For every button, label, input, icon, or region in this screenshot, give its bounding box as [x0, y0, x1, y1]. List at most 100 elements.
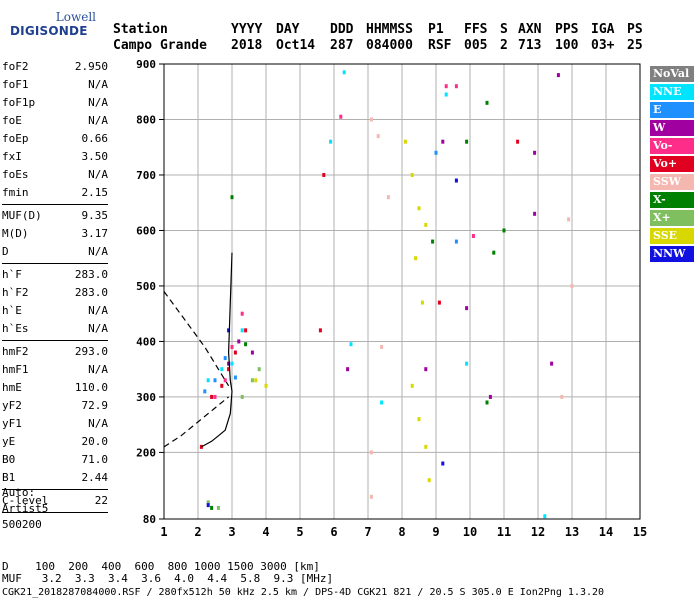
header-label: PS [627, 22, 643, 37]
data-point-sse [427, 478, 431, 483]
param-value: N/A [88, 322, 108, 335]
data-point-nnw [227, 328, 231, 333]
header-value: 03+ [591, 38, 615, 53]
data-point-vo [322, 172, 326, 177]
x-tick-label: 14 [599, 525, 613, 539]
param-row: foEs N/A [2, 168, 108, 186]
data-point-vo [227, 367, 231, 372]
data-point-sse [424, 222, 428, 227]
param-name: h`Es [2, 322, 29, 335]
x-tick-label: 15 [633, 525, 647, 539]
param-name: foE [2, 114, 22, 127]
param-name: foF1 [2, 78, 29, 91]
param-value: N/A [88, 417, 108, 430]
header-label: AXN [518, 22, 542, 37]
param-value: 2.15 [81, 186, 109, 199]
data-point-x [485, 100, 489, 105]
data-point-x [502, 228, 506, 233]
data-point-w [250, 350, 254, 355]
y-tick-label: 900 [136, 58, 156, 71]
param-value: 110.0 [74, 381, 108, 394]
param-row: fmin 2.15 [2, 186, 108, 204]
param-row: hmF2 293.0 [2, 345, 108, 363]
param-separator [2, 263, 108, 264]
data-point-x [492, 250, 496, 255]
legend-item-vo: Vo+ [650, 156, 694, 172]
param-name: B0 [2, 453, 16, 466]
header-value: 25 [627, 38, 643, 53]
header-label: DDD [330, 22, 354, 37]
data-point-x [230, 195, 234, 200]
data-point-ssw [386, 195, 390, 200]
data-point-sse [417, 206, 421, 211]
header-column-station: Station Campo Grande [113, 22, 207, 54]
param-row: B1 2.44 [2, 471, 108, 489]
legend-item-x: X- [650, 192, 694, 208]
param-row: h`E N/A [2, 304, 108, 322]
data-point-vo [213, 394, 217, 399]
param-name: yF1 [2, 417, 22, 430]
header-label: YYYY [231, 22, 263, 37]
param-row: h`F 283.0 [2, 268, 108, 286]
data-point-ssw [369, 117, 373, 122]
data-point-vo [444, 84, 448, 89]
header-value: 2 [500, 38, 508, 53]
data-point-sse [410, 172, 414, 177]
dashed-model-curve [163, 396, 229, 448]
legend-item-noval: NoVal [650, 66, 694, 82]
header-column-pps: PPS 100 [555, 22, 578, 54]
param-row: yE 20.0 [2, 435, 108, 453]
data-point-ssw [570, 283, 574, 288]
param-row: yF2 72.9 [2, 399, 108, 417]
data-point-sse [403, 139, 407, 144]
param-value: 9.35 [81, 209, 109, 222]
data-point-e [434, 150, 438, 155]
data-point-w [533, 150, 537, 155]
param-name: C-level [2, 494, 49, 507]
data-point-sse [254, 378, 258, 383]
param-value: 2.950 [74, 60, 108, 73]
header-label: IGA [591, 22, 615, 37]
param-value: 71.0 [81, 453, 109, 466]
param-name: h`F2 [2, 286, 29, 299]
header-label: FFS [464, 22, 488, 37]
param-value: N/A [88, 114, 108, 127]
data-point-nne [342, 70, 346, 75]
data-point-w [488, 394, 492, 399]
data-point-e [213, 378, 217, 383]
legend-item-e: E [650, 102, 694, 118]
param-value: N/A [88, 304, 108, 317]
y-tick-label: 600 [136, 224, 156, 237]
data-point-vo [437, 300, 441, 305]
header-label: Station [113, 22, 168, 37]
data-point-nne [329, 139, 333, 144]
param-separator [2, 340, 108, 341]
y-tick-label: 400 [136, 335, 156, 348]
logo-digisonde: DIGISONDE [10, 24, 88, 38]
footer-distance-row: D 100 200 400 600 800 1000 1500 3000 [km… [2, 560, 320, 573]
header-value: 100 [555, 38, 579, 53]
x-tick-label: 4 [262, 525, 269, 539]
y-tick-label: 300 [136, 391, 156, 404]
param-name: hmF1 [2, 363, 29, 376]
data-point-sse [410, 383, 414, 388]
data-point-w [550, 361, 554, 366]
data-point-x [250, 378, 254, 383]
param-row: fxI 3.50 [2, 150, 108, 168]
header-value: 084000 [366, 38, 413, 53]
data-point-vo [233, 350, 237, 355]
x-tick-label: 13 [565, 525, 579, 539]
param-value: 3.17 [81, 227, 109, 240]
param-value: 22 [94, 494, 108, 507]
param-name: foEp [2, 132, 29, 145]
param-row: hmF1 N/A [2, 363, 108, 381]
data-point-x [210, 505, 214, 510]
param-row: MUF(D) 9.35 [2, 209, 108, 227]
data-point-w [237, 339, 241, 344]
param-row: B0 71.0 [2, 453, 108, 471]
header-column-yyyy: YYYY 2018 [231, 22, 262, 54]
y-tick-label: 700 [136, 169, 156, 182]
data-point-e [203, 389, 207, 394]
data-point-x [244, 342, 248, 347]
data-point-vo [339, 114, 343, 119]
